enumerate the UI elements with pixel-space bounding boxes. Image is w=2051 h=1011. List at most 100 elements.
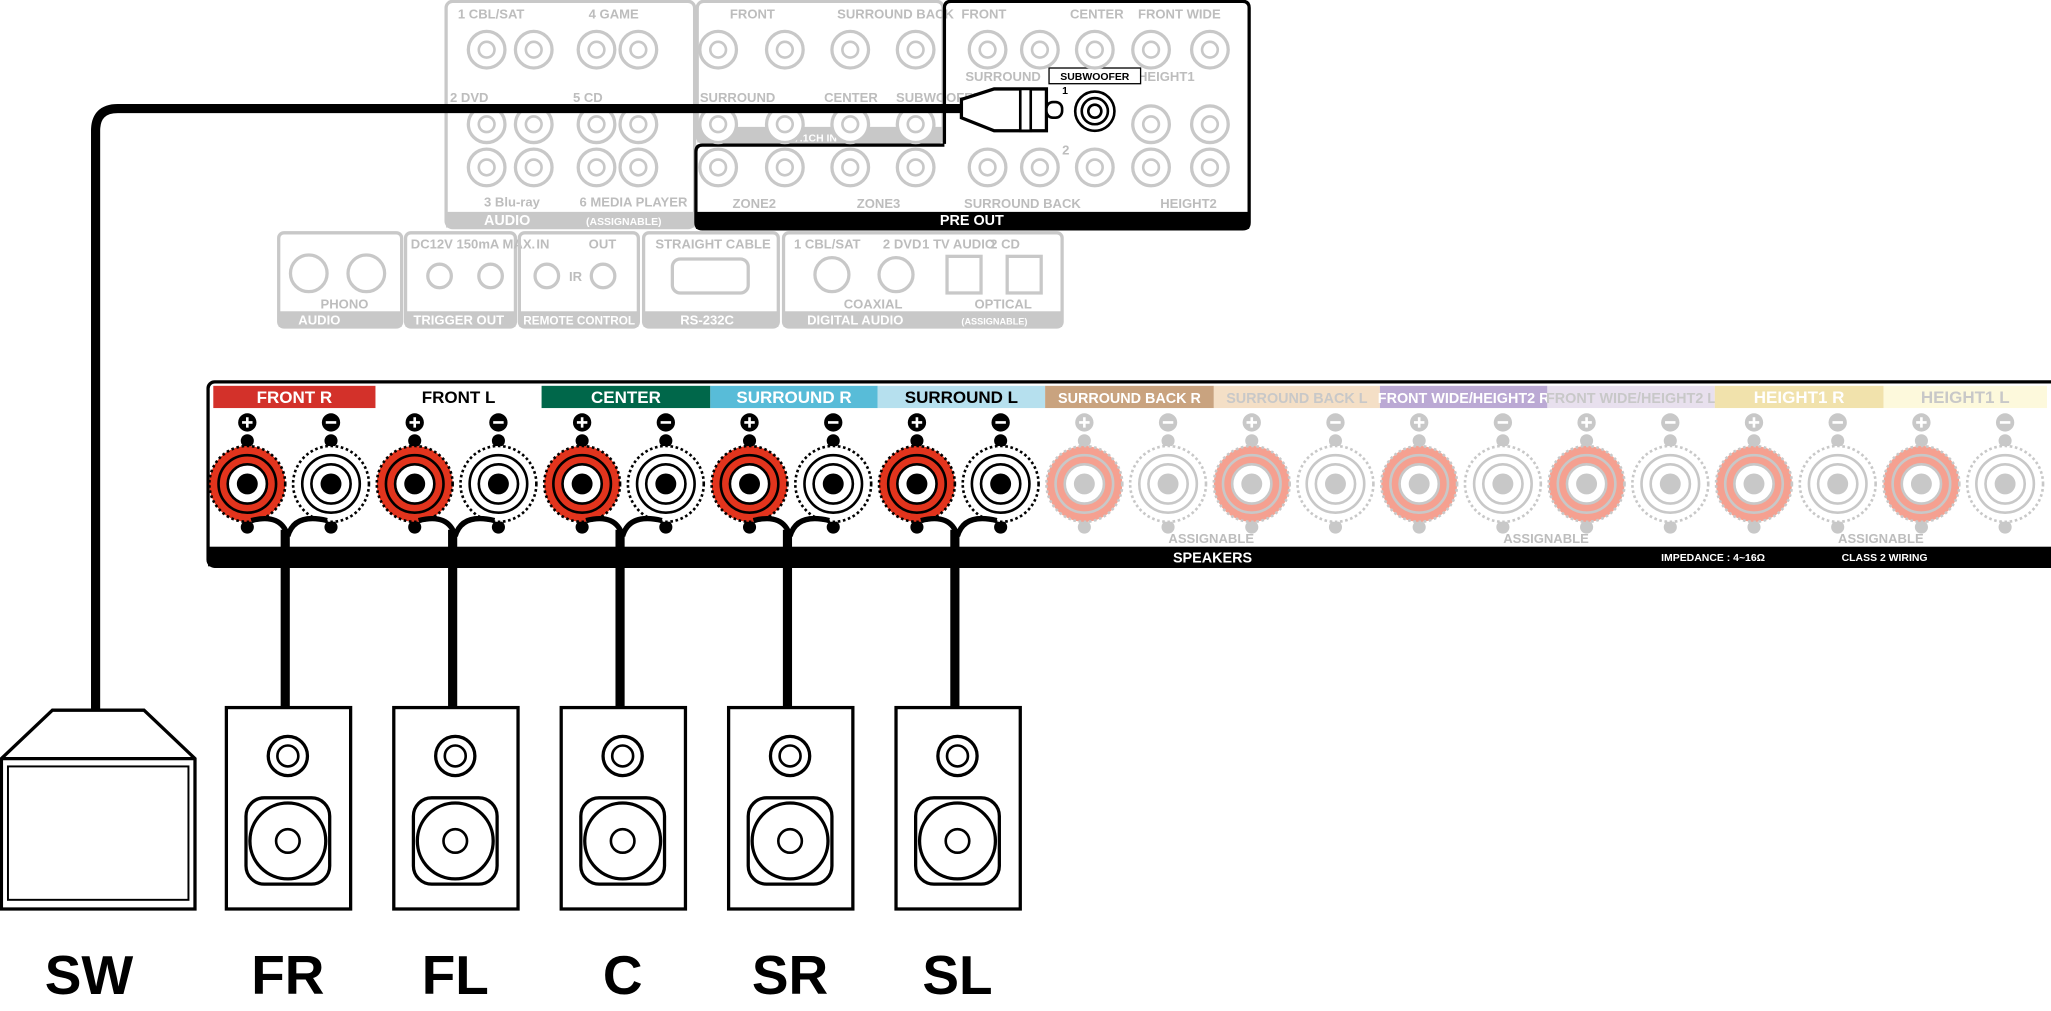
tweeter-icon (266, 734, 310, 778)
rca-jack-center (841, 40, 860, 59)
speakers: FR FL C SR SL (224, 515, 1022, 1006)
pre-front-wide: FRONT WIDE (1138, 6, 1221, 21)
woofer-center (777, 827, 804, 855)
terminal-tab (1663, 434, 1677, 448)
terminal-tab (659, 520, 673, 534)
terminal-tab (408, 520, 422, 534)
trigger-title: TRIGGER OUT (413, 312, 504, 327)
rca-jack-icon (618, 147, 659, 188)
terminal-tab (1412, 520, 1426, 534)
terminal-tab (1328, 520, 1343, 534)
subwoofer-cable (91, 87, 1064, 713)
rca-jack-center (1141, 158, 1161, 177)
terminal-tab (1998, 434, 2012, 448)
channel-header-label: FRONT L (422, 388, 496, 407)
rca-jack-center (477, 158, 496, 177)
rca-jack-center (629, 158, 648, 177)
terminal-hole (1827, 473, 1849, 495)
terminal-hole (906, 473, 928, 495)
rca-jack-center (841, 158, 860, 177)
channel-header-bg (375, 385, 542, 409)
speaker-label: C (603, 944, 643, 1006)
terminal-hole (1325, 473, 1346, 495)
terminal-tab (1161, 434, 1175, 448)
audio-in-2: 2 DVD (450, 90, 488, 105)
rca-jacks (288, 29, 1230, 294)
rca-jack-center (841, 115, 860, 134)
plus-glyph (576, 417, 588, 428)
speaker-label: FL (422, 944, 489, 1006)
rca-jack-icon (513, 29, 554, 70)
channel-header-bg (213, 385, 376, 409)
terminal-tab (240, 520, 254, 534)
rca-jack-icon (698, 29, 739, 70)
speaker-fr (224, 705, 353, 911)
terminal-tab (575, 520, 589, 534)
rca-jack-icon (830, 29, 871, 70)
rca-jack-icon (895, 147, 936, 188)
woofer-center (274, 827, 301, 855)
rca-jack-center (906, 40, 925, 59)
rca-jack-center (629, 40, 648, 59)
phono-jack-icon (288, 253, 329, 294)
rca-jack-icon (1131, 147, 1172, 188)
terminal-tab (1663, 520, 1677, 534)
subwoofer-jack[interactable] (1073, 90, 1116, 133)
terminal-tab (408, 434, 422, 448)
rca-jack-icon (1131, 29, 1172, 70)
rca-jack-icon (1189, 104, 1230, 145)
sub-1: 1 (1062, 86, 1068, 97)
rca-jack-center (1200, 40, 1220, 59)
rs232c-title: RS-232C (680, 312, 734, 327)
terminal-tab (1998, 520, 2012, 534)
rca-jack-center (1030, 40, 1050, 59)
terminal-hole (571, 473, 593, 495)
terminal-hole (1743, 473, 1765, 495)
plus-glyph (1079, 417, 1090, 428)
terminal-hole (655, 473, 677, 495)
tweeter-icon (768, 734, 812, 778)
terminal-hole (1241, 473, 1263, 495)
woofer-icon (248, 801, 328, 881)
terminal-hole (1910, 473, 1932, 495)
channel-header-bg (1547, 385, 1715, 409)
remote-title: REMOTE CONTROL (523, 314, 635, 327)
terminal-tab (324, 434, 338, 448)
rca-jack-icon (576, 29, 617, 70)
rca-jack-icon (967, 147, 1008, 188)
woofer-frame (411, 796, 499, 886)
channel-header-label: HEIGHT1 L (1921, 388, 2010, 407)
rca-jack-center (1141, 115, 1161, 134)
rca-jack-icon (1019, 147, 1060, 188)
remote-control-panel: IN OUT IR REMOTE CONTROL (517, 231, 640, 329)
channel-headers: FRONT R FRONT L CENTER SURROUND R SURROUND L… (213, 385, 2047, 432)
channel-header-bg (541, 385, 711, 409)
impedance-label: IMPEDANCE : 4~16Ω (1661, 553, 1765, 564)
rca-jack-icon (698, 147, 739, 188)
terminal-tab (491, 520, 505, 534)
7ch-title: 7.1CH IN (794, 133, 837, 144)
plus-glyph (1413, 417, 1425, 428)
phono-panel: PHONO AUDIO (277, 231, 404, 329)
subwoofer-label: SUBWOOFER (1060, 72, 1130, 83)
speaker-c (559, 705, 688, 911)
terminal-tab (1328, 434, 1343, 448)
rs232c-panel: STRAIGHT CABLE RS-232C (641, 231, 780, 329)
plus-glyph (242, 417, 253, 428)
digital-1: 1 CBL/SAT (794, 236, 861, 251)
terminal-tab (1077, 520, 1091, 534)
rca-jack-icon (618, 29, 659, 70)
pre-height1: HEIGHT1 (1138, 69, 1195, 84)
woofer-icon (750, 801, 830, 881)
channel-header-bg (877, 385, 1046, 409)
rca-jack-icon (1189, 29, 1230, 70)
digital-assignable: (ASSIGNABLE) (961, 316, 1027, 326)
terminal-hole (1492, 473, 1514, 495)
terminal-hole (1157, 473, 1179, 495)
channel-header-bg (710, 385, 878, 409)
rca-jack-center (775, 115, 795, 134)
terminal-tab (910, 520, 924, 534)
assignable-label: ASSIGNABLE (1503, 531, 1589, 546)
tweeter-center (778, 744, 802, 768)
